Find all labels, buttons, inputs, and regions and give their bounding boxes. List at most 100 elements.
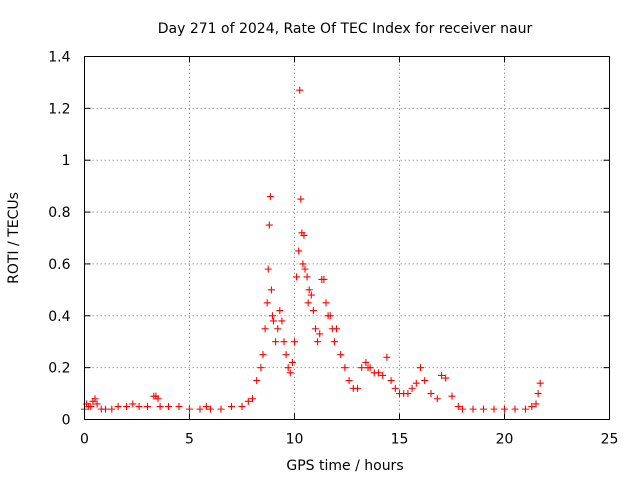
data-point xyxy=(265,221,273,229)
data-point xyxy=(316,330,324,338)
data-point xyxy=(522,405,529,413)
data-point xyxy=(261,325,269,333)
data-point xyxy=(144,403,151,411)
data-point xyxy=(286,369,294,377)
y-tick-label: 0.6 xyxy=(48,257,70,273)
data-point xyxy=(469,405,477,413)
data-point xyxy=(276,307,284,315)
data-point xyxy=(129,400,137,408)
data-point xyxy=(490,405,498,413)
data-point xyxy=(307,291,315,299)
data-point xyxy=(375,369,382,377)
data-point xyxy=(288,358,296,366)
y-tick-label: 1 xyxy=(62,153,71,169)
y-tick-label: 1.2 xyxy=(48,101,70,117)
grid-lines xyxy=(84,56,610,420)
data-point xyxy=(108,405,116,413)
data-point xyxy=(238,403,246,411)
x-tick-label: 25 xyxy=(601,432,619,448)
data-point xyxy=(272,338,280,346)
x-tick-label: 15 xyxy=(391,432,409,448)
data-point xyxy=(196,405,204,413)
data-point xyxy=(391,384,399,392)
y-axis-label: ROTI / TECUs xyxy=(6,192,22,284)
data-point xyxy=(282,351,290,359)
data-point xyxy=(154,395,162,403)
data-point xyxy=(314,338,322,346)
data-point xyxy=(165,403,172,411)
data-point xyxy=(326,312,334,320)
data-point xyxy=(91,395,99,403)
data-point xyxy=(299,260,307,268)
data-points xyxy=(81,86,544,413)
x-tick-label: 0 xyxy=(80,432,89,448)
data-point xyxy=(480,405,487,413)
data-point xyxy=(135,403,143,411)
data-point xyxy=(383,353,391,361)
data-point xyxy=(268,312,276,320)
y-tick-labels: 0 0.2 0.4 0.6 0.8 1 1.2 1.4 xyxy=(48,50,70,429)
data-point xyxy=(501,405,508,413)
data-point xyxy=(244,397,252,405)
y-tick-label: 1.4 xyxy=(48,50,70,66)
data-point xyxy=(156,403,164,411)
data-point xyxy=(528,403,536,411)
data-point xyxy=(295,247,303,255)
data-point xyxy=(303,273,311,281)
data-point xyxy=(421,377,429,385)
data-point xyxy=(427,390,435,398)
data-point xyxy=(114,403,122,411)
data-point xyxy=(304,299,312,307)
data-point xyxy=(341,364,349,372)
data-point xyxy=(433,395,441,403)
data-point xyxy=(408,384,416,392)
data-point xyxy=(412,379,420,387)
data-point xyxy=(293,273,301,281)
data-point xyxy=(300,231,308,239)
data-point xyxy=(278,317,286,325)
data-point xyxy=(87,403,95,411)
data-point xyxy=(274,325,282,333)
data-point xyxy=(536,379,544,387)
data-point xyxy=(454,403,462,411)
data-point xyxy=(257,364,265,372)
data-point xyxy=(175,403,183,411)
data-point xyxy=(320,275,328,283)
data-point xyxy=(442,374,450,382)
y-tick-label: 0.2 xyxy=(48,361,70,377)
data-point xyxy=(305,286,313,294)
data-point xyxy=(309,307,317,315)
data-point xyxy=(217,405,225,413)
data-point xyxy=(249,395,256,403)
data-point xyxy=(417,364,424,372)
data-point xyxy=(296,86,304,94)
data-point xyxy=(93,400,101,408)
data-point xyxy=(301,265,309,273)
data-point xyxy=(270,317,277,325)
data-point xyxy=(291,338,298,346)
data-point xyxy=(404,390,412,398)
data-point xyxy=(322,299,330,307)
data-point xyxy=(284,364,292,372)
x-tick-label: 10 xyxy=(286,432,304,448)
axis-ticks xyxy=(84,56,610,420)
data-point xyxy=(387,377,395,385)
data-point xyxy=(448,392,456,400)
data-point xyxy=(123,403,130,411)
data-point xyxy=(259,351,267,359)
data-point xyxy=(532,400,540,408)
data-point xyxy=(511,405,519,413)
plot-frame xyxy=(84,56,610,420)
data-point xyxy=(207,405,214,413)
data-point xyxy=(337,351,345,359)
data-point xyxy=(267,286,275,294)
data-point xyxy=(297,195,305,203)
data-point xyxy=(333,325,340,333)
x-tick-label: 20 xyxy=(496,432,514,448)
data-point xyxy=(102,405,109,413)
data-point xyxy=(345,377,353,385)
data-point xyxy=(379,371,387,379)
chart-title: Day 271 of 2024, Rate Of TEC Index for r… xyxy=(158,21,533,37)
data-point xyxy=(354,384,361,392)
